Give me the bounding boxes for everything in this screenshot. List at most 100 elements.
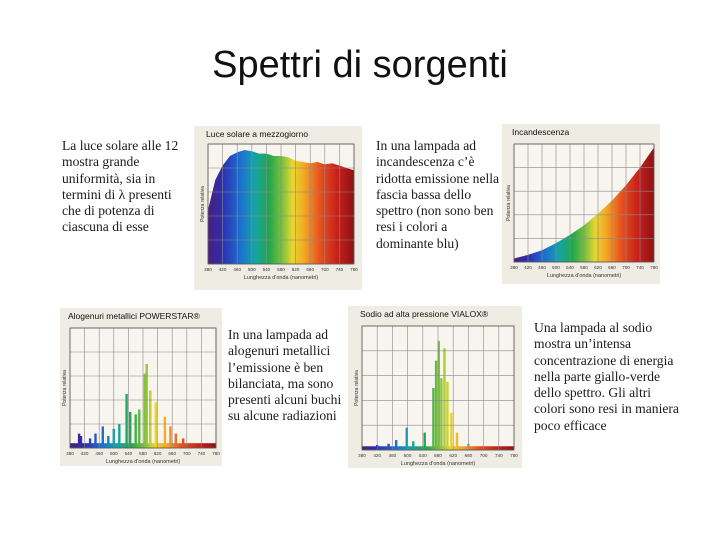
desc-halide: In una lampada ad alogenuri metallici l’… [228, 327, 342, 424]
emission-line [107, 436, 110, 448]
plot-frame [207, 143, 355, 265]
x-tick-label: 660 [306, 267, 314, 272]
x-tick-label: 500 [248, 267, 256, 272]
emission-line [450, 412, 453, 450]
spectrum-area [514, 147, 654, 262]
emission-line [478, 446, 481, 450]
plot-frame [513, 143, 655, 263]
desc-solar: La luce solare alle 12 mostra grande uni… [62, 138, 179, 235]
emission-line [412, 441, 415, 450]
y-axis-label: Potenza relativa [354, 370, 360, 406]
emission-line [434, 360, 438, 450]
x-tick-label: 740 [636, 265, 644, 270]
x-axis-label: Lunghezza d'onda (nanometri) [244, 275, 319, 281]
emission-line [145, 364, 148, 448]
emission-line [154, 402, 157, 448]
x-tick-label: 700 [480, 453, 488, 458]
x-tick-label: 460 [538, 265, 546, 270]
chart-halide: Alogenuri metallici POWERSTAR® Potenza re… [62, 311, 220, 465]
x-tick-label: 540 [125, 451, 133, 456]
x-tick-label: 380 [66, 451, 74, 456]
emission-line [94, 433, 97, 448]
x-tick-label: 540 [419, 453, 427, 458]
chart-title: Sodio ad alta pressione VIALOX® [360, 309, 489, 319]
x-axis-label: Lunghezza d'onda (nanometri) [106, 459, 181, 465]
emission-line [149, 390, 152, 448]
emission-line [118, 424, 121, 448]
desc-incandescent: In una lampada ad incandescenza c’è rido… [376, 138, 500, 251]
slide-title: Spettri di sorgenti [212, 44, 508, 86]
x-tick-label: 380 [358, 453, 366, 458]
emission-line [169, 426, 172, 448]
x-tick-label: 420 [219, 267, 227, 272]
x-tick-label: 580 [434, 453, 442, 458]
x-tick-label: 780 [650, 265, 658, 270]
emission-line [446, 381, 449, 450]
x-tick-label: 460 [233, 267, 241, 272]
x-tick-label: 460 [95, 451, 103, 456]
x-tick-label: 660 [608, 265, 616, 270]
x-tick-label: 780 [510, 453, 518, 458]
x-tick-label: 740 [495, 453, 503, 458]
x-tick-label: 780 [350, 267, 358, 272]
emission-line [77, 433, 81, 448]
x-tick-label: 740 [336, 267, 344, 272]
x-tick-label: 380 [204, 267, 212, 272]
x-tick-label: 660 [465, 453, 473, 458]
x-tick-label: 660 [168, 451, 176, 456]
emission-line [440, 378, 443, 450]
x-tick-label: 500 [110, 451, 118, 456]
x-tick-label: 500 [404, 453, 412, 458]
emission-line [437, 340, 440, 450]
chart-panel-halide: Alogenuri metallici POWERSTAR® Potenza re… [60, 308, 222, 466]
y-axis-label: Potenza relativa [200, 186, 206, 222]
desc-sodium: Una lampada al sodio mostra un’intensa c… [534, 320, 679, 433]
chart-panel-sodium: Sodio ad alta pressione VIALOX® Potenza r… [348, 306, 522, 468]
x-tick-label: 780 [212, 451, 220, 456]
x-tick-label: 620 [292, 267, 300, 272]
plot-frame [69, 327, 217, 449]
x-tick-label: 580 [139, 451, 147, 456]
x-axis-label: Lunghezza d'onda (nanometri) [547, 273, 622, 279]
emission-line [455, 432, 459, 450]
x-tick-label: 540 [263, 267, 271, 272]
emission-line [182, 438, 185, 448]
emission-line [79, 436, 83, 448]
emission-line [101, 426, 104, 448]
emission-line [143, 373, 146, 448]
chart-solar: Luce solare a mezzogiorno Potenza relativ… [200, 129, 358, 281]
x-tick-label: 460 [389, 453, 397, 458]
x-tick-label: 380 [510, 265, 518, 270]
x-tick-label: 740 [198, 451, 206, 456]
emission-line [125, 394, 128, 448]
emission-line [138, 409, 141, 448]
emission-line [387, 443, 390, 450]
x-tick-label: 420 [373, 453, 381, 458]
x-tick-label: 420 [524, 265, 532, 270]
emission-line [432, 388, 435, 450]
emission-line [163, 416, 167, 448]
emission-line [129, 412, 132, 448]
emission-line [395, 440, 398, 450]
x-tick-label: 700 [321, 267, 329, 272]
x-tick-label: 620 [594, 265, 602, 270]
chart-sodium: Sodio ad alta pressione VIALOX® Potenza r… [354, 309, 518, 467]
x-tick-label: 500 [552, 265, 560, 270]
chart-title: Luce solare a mezzogiorno [206, 129, 308, 139]
x-tick-label: 700 [183, 451, 191, 456]
plot-frame [361, 325, 515, 451]
chart-panel-solar: Luce solare a mezzogiorno Potenza relativ… [194, 126, 362, 290]
y-axis-label: Potenza relativa [62, 370, 68, 406]
x-tick-label: 540 [566, 265, 574, 270]
x-tick-label: 700 [622, 265, 630, 270]
x-tick-label: 580 [580, 265, 588, 270]
y-axis-label: Potenza relativa [506, 185, 512, 221]
x-tick-label: 420 [81, 451, 89, 456]
chart-panel-incandescent: Incandescenza Potenza relativa 380 420 460 50… [502, 124, 660, 284]
emission-line [88, 438, 92, 448]
chart-title: Incandescenza [512, 127, 569, 137]
x-tick-label: 620 [449, 453, 457, 458]
x-tick-label: 620 [154, 451, 162, 456]
chart-title: Alogenuri metallici POWERSTAR® [68, 311, 200, 321]
emission-line [443, 348, 446, 450]
